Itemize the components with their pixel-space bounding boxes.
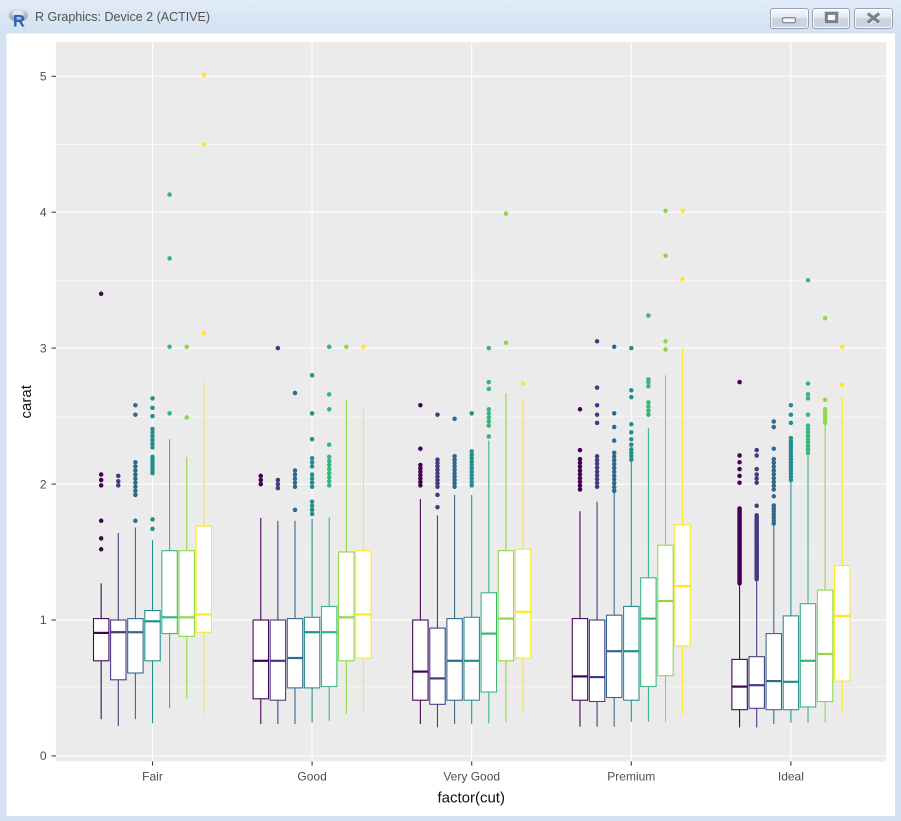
svg-text:Fair: Fair	[142, 770, 163, 784]
svg-text:4: 4	[40, 205, 47, 219]
svg-text:Good: Good	[297, 770, 326, 784]
svg-text:carat: carat	[18, 384, 35, 418]
svg-text:3: 3	[40, 341, 47, 355]
svg-text:1: 1	[40, 613, 47, 627]
svg-text:5: 5	[40, 70, 47, 84]
svg-text:Very Good: Very Good	[443, 770, 500, 784]
svg-text:2: 2	[40, 477, 47, 491]
svg-text:Ideal: Ideal	[778, 770, 804, 784]
svg-text:Premium: Premium	[607, 770, 655, 784]
svg-text:0: 0	[40, 749, 47, 763]
svg-text:factor(cut): factor(cut)	[437, 790, 505, 807]
svg-text:R: R	[13, 13, 25, 31]
